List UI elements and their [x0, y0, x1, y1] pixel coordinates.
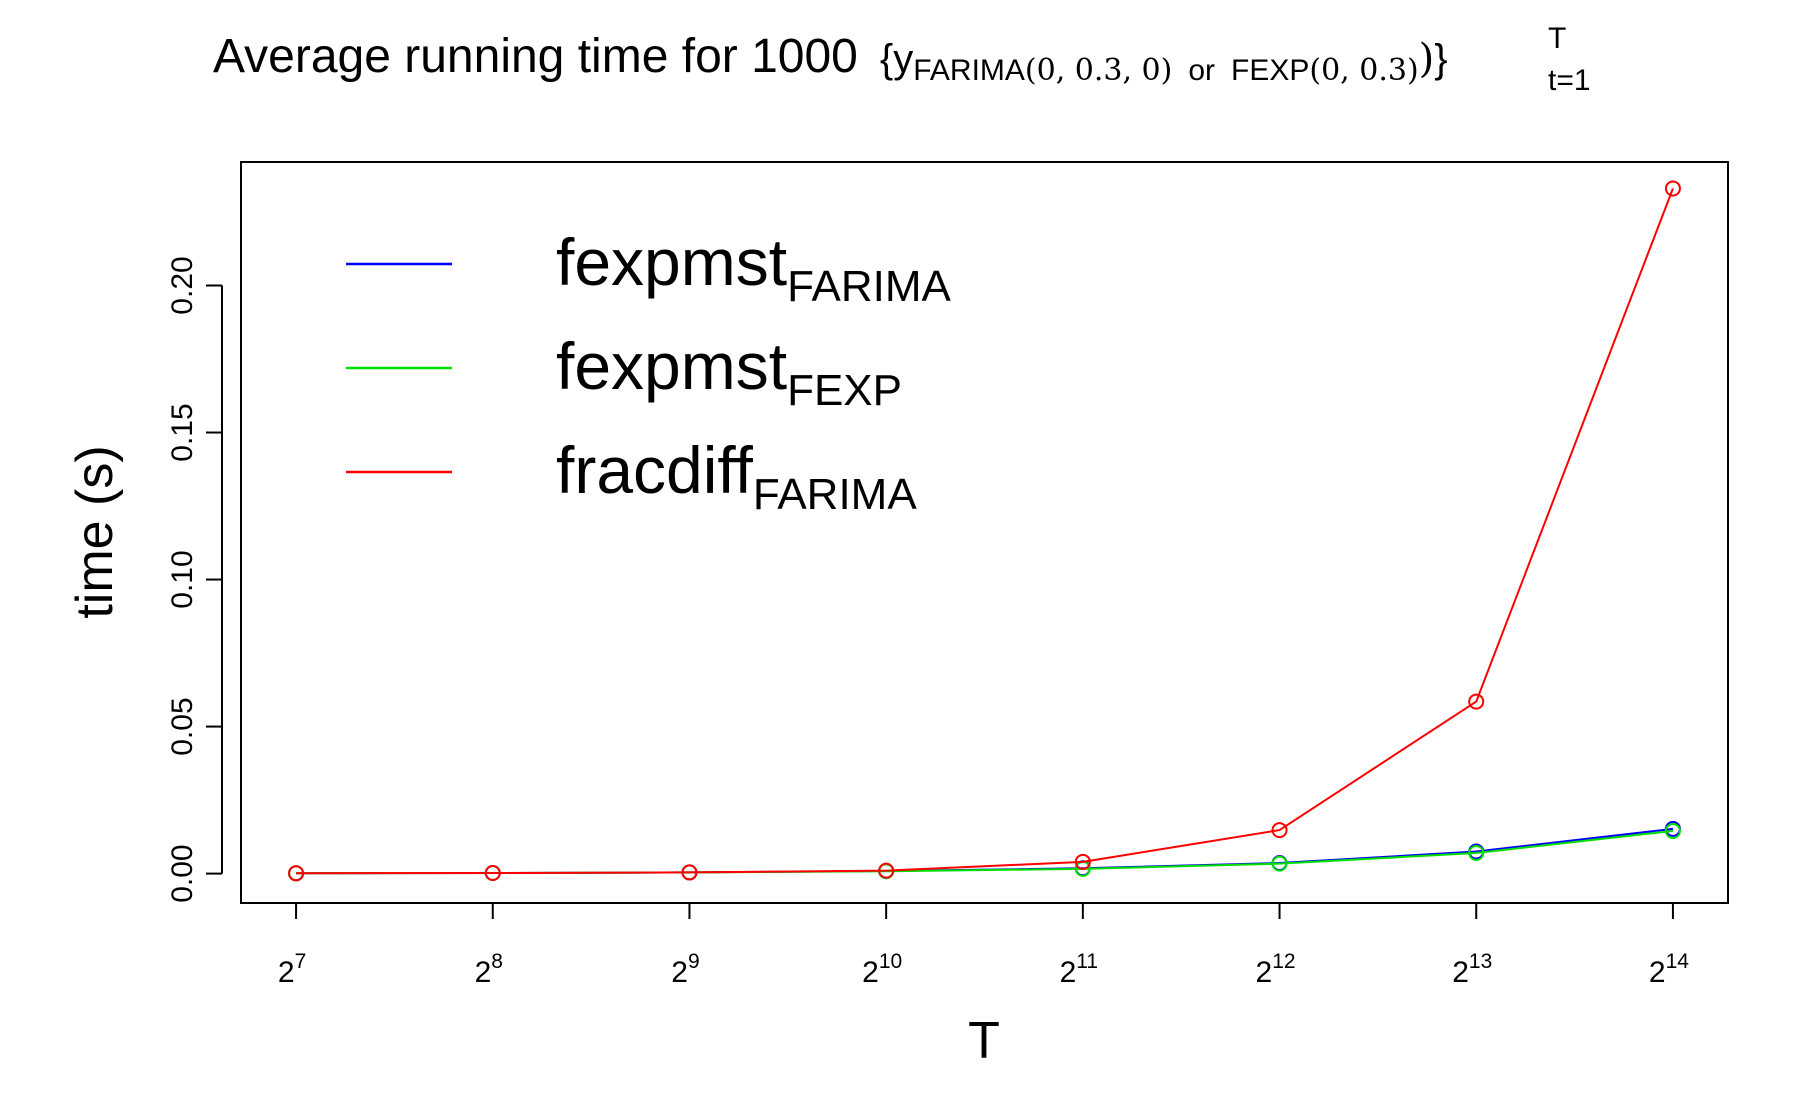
y-tick-label: 0.20	[166, 256, 199, 314]
title-sub2: FEXP	[1231, 54, 1309, 87]
plot-frame	[240, 161, 1729, 904]
x-tick-label: 28	[475, 950, 503, 989]
y-tick-label: 0.15	[166, 403, 199, 461]
title-open: {y	[880, 37, 913, 81]
data-point	[1664, 180, 1681, 197]
x-tick-label: 212	[1256, 950, 1296, 989]
chart-title: Average running time for 1000 {yFARIMA(0,…	[213, 30, 1448, 88]
series-line-2	[296, 188, 1674, 875]
title-sub1: FARIMA	[913, 54, 1025, 87]
series-layer	[288, 180, 1681, 882]
legend-entry: fexpmstFEXP	[556, 329, 902, 415]
data-point	[1468, 845, 1485, 862]
x-axis: 27 28 29 210 211 212 213 214	[278, 902, 1689, 989]
data-point	[1468, 693, 1485, 710]
data-point	[681, 864, 698, 881]
data-point	[1074, 853, 1091, 870]
legend-entry: fexpmstFARIMA	[556, 225, 952, 311]
title-subscript: t=1	[1548, 64, 1591, 97]
data-point	[1271, 855, 1288, 872]
x-tick-label: 214	[1649, 950, 1689, 989]
x-tick-label: 29	[671, 950, 699, 989]
data-point	[1271, 822, 1288, 839]
y-axis-label: time (s)	[66, 445, 124, 618]
title-close: }	[1434, 37, 1447, 81]
data-point	[878, 862, 895, 879]
y-tick-label: 0.05	[166, 697, 199, 755]
x-tick-label: 210	[862, 950, 902, 989]
x-axis-label: T	[968, 1012, 1000, 1070]
title-sub2-args: (0, 0.3)	[1309, 53, 1418, 88]
title-prefix: Average running time for 1000	[213, 30, 858, 83]
series-2	[288, 180, 1681, 882]
series-0	[288, 820, 1681, 882]
data-point	[288, 865, 305, 882]
data-point	[1664, 822, 1681, 839]
title-close-paren: )	[1419, 36, 1435, 82]
data-point	[484, 865, 501, 882]
legend-entry: fracdiffFARIMA	[556, 433, 917, 519]
title-superscript: T	[1548, 22, 1566, 55]
y-tick-label: 0.10	[166, 550, 199, 608]
title-sub1-args: (0, 0.3, 0)	[1025, 53, 1172, 88]
x-tick-label: 27	[278, 950, 306, 989]
legend: fexpmstFARIMA fexpmstFEXP fracdiffFARIMA	[346, 225, 952, 519]
x-tick-label: 211	[1060, 950, 1099, 989]
y-axis: 0.00 0.05 0.10 0.15 0.20	[166, 256, 223, 903]
y-tick-label: 0.00	[166, 844, 199, 902]
title-or: or	[1188, 54, 1215, 87]
x-tick-label: 213	[1452, 950, 1492, 989]
